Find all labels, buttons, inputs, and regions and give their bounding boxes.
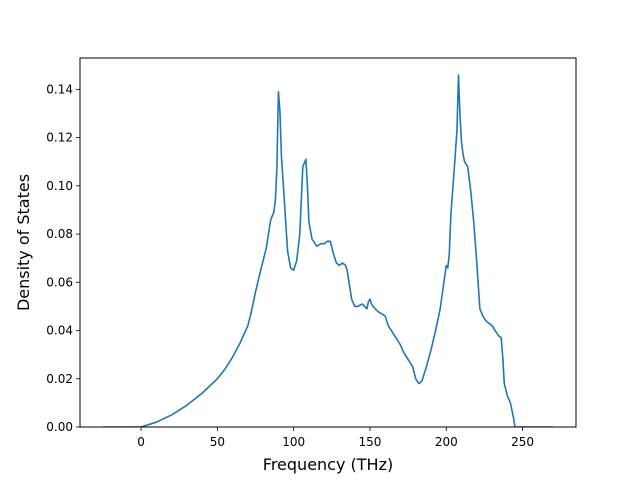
x-tick-label: 0 <box>137 435 145 449</box>
x-tick-label: 150 <box>359 435 382 449</box>
dos-series-line-0 <box>102 74 554 427</box>
plot-area <box>102 74 554 427</box>
y-tick-label: 0.06 <box>46 275 73 289</box>
x-tick-label: 200 <box>435 435 458 449</box>
y-tick-label: 0.08 <box>46 227 73 241</box>
y-axis-label: Density of States <box>14 174 33 311</box>
y-tick-label: 0.04 <box>46 324 73 338</box>
x-tick-label: 100 <box>282 435 305 449</box>
x-tick-label: 250 <box>511 435 534 449</box>
y-tick-label: 0.12 <box>46 131 73 145</box>
ticks: 0 50 100 150 200 250 0.00 0.02 0.04 0.06 0.08 0.10 0… <box>46 82 534 449</box>
y-tick-label: 0.10 <box>46 179 73 193</box>
y-tick-label: 0.00 <box>46 420 73 434</box>
x-tick-label: 50 <box>210 435 225 449</box>
x-axis-label: Frequency (THz) <box>263 455 393 474</box>
axes-frame <box>79 57 577 428</box>
y-tick-label: 0.14 <box>46 82 73 96</box>
y-tick-label: 0.02 <box>46 372 73 386</box>
